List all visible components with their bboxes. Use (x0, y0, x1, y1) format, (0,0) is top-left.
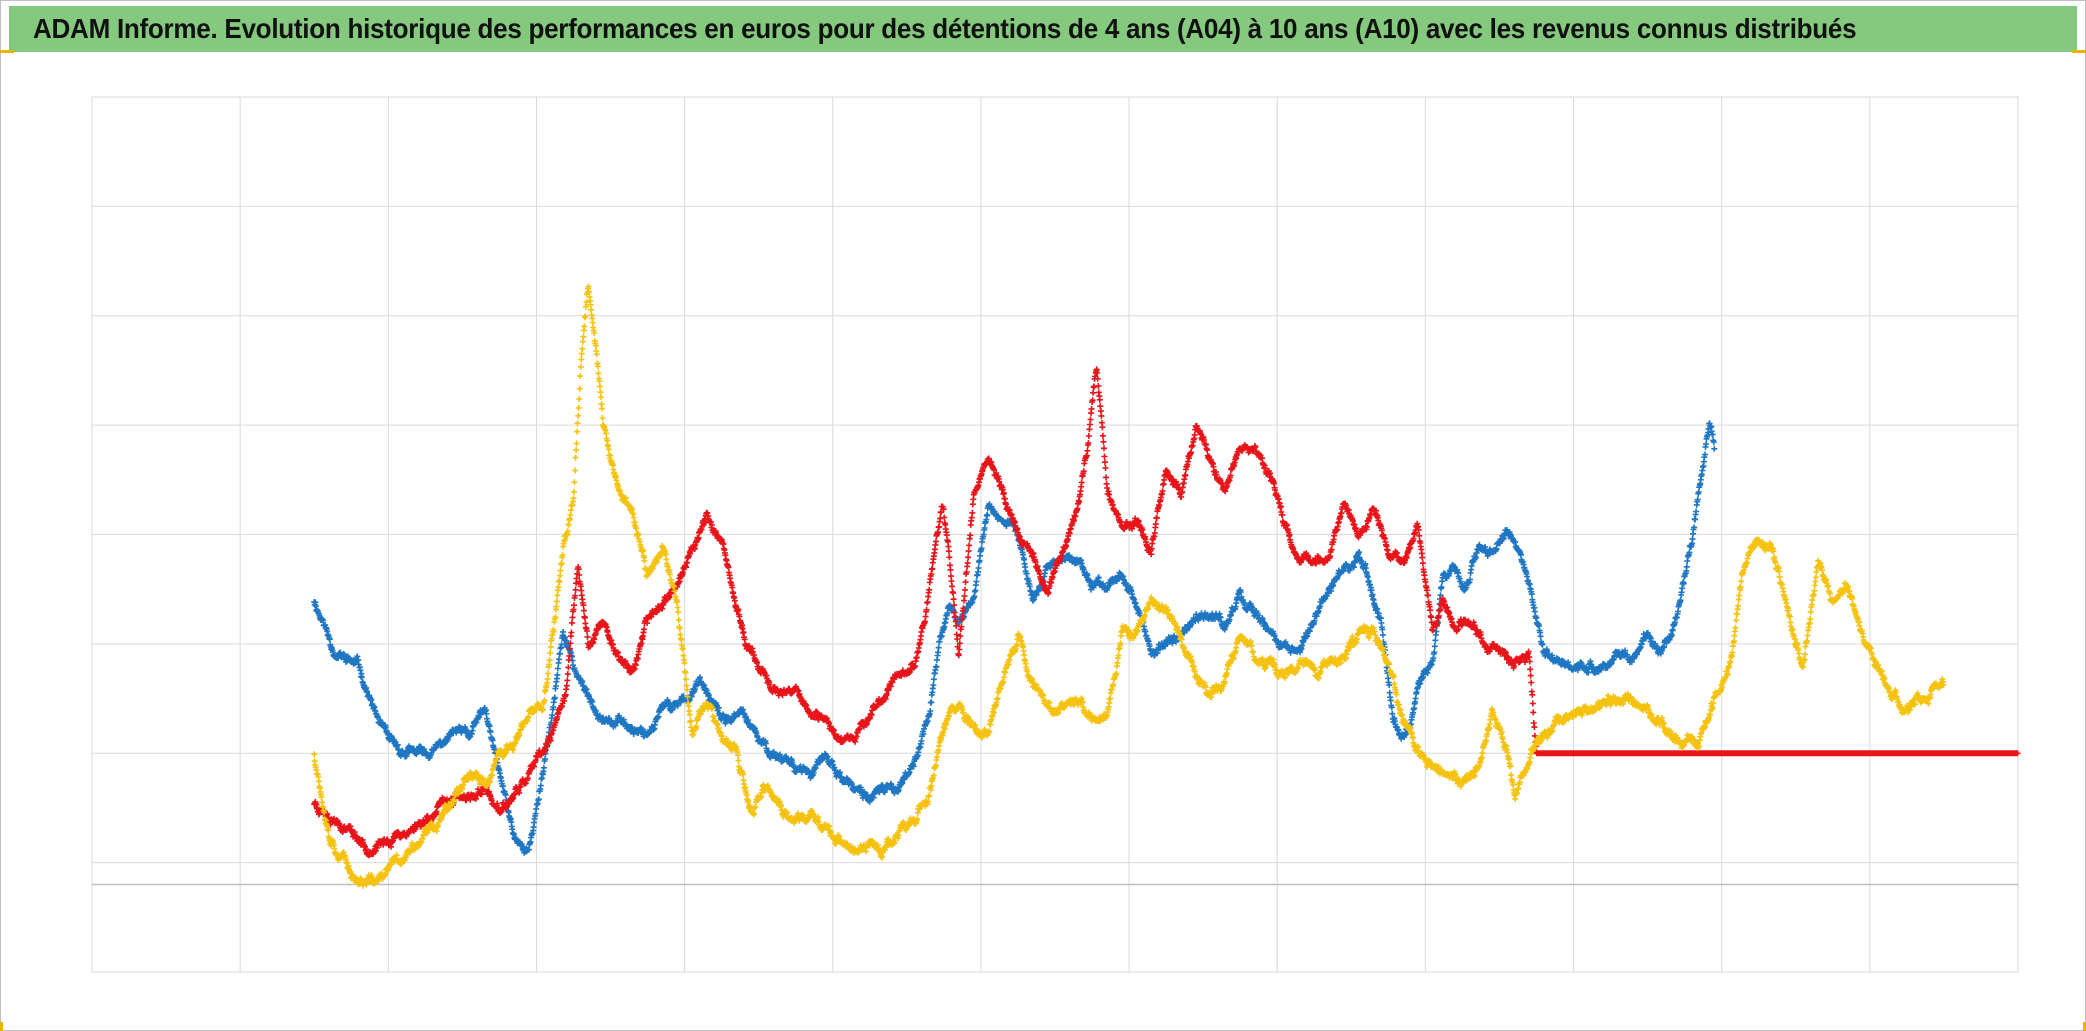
corner-mark (0, 1022, 3, 1031)
series-markers (311, 283, 1947, 889)
corner-mark (0, 50, 14, 53)
series-markers (311, 366, 2021, 859)
corner-mark (2083, 1022, 2086, 1031)
series-points (311, 283, 2021, 889)
title-bar: ADAM Informe. Evolution historique des p… (9, 6, 2077, 52)
series-série-rouge (311, 366, 2021, 859)
chart-title: ADAM Informe. Evolution historique des p… (33, 13, 1857, 44)
corner-mark (2072, 50, 2086, 53)
series-série-jaune (311, 283, 1947, 889)
series-série-bleue (311, 420, 1718, 856)
series-markers (311, 420, 1718, 856)
